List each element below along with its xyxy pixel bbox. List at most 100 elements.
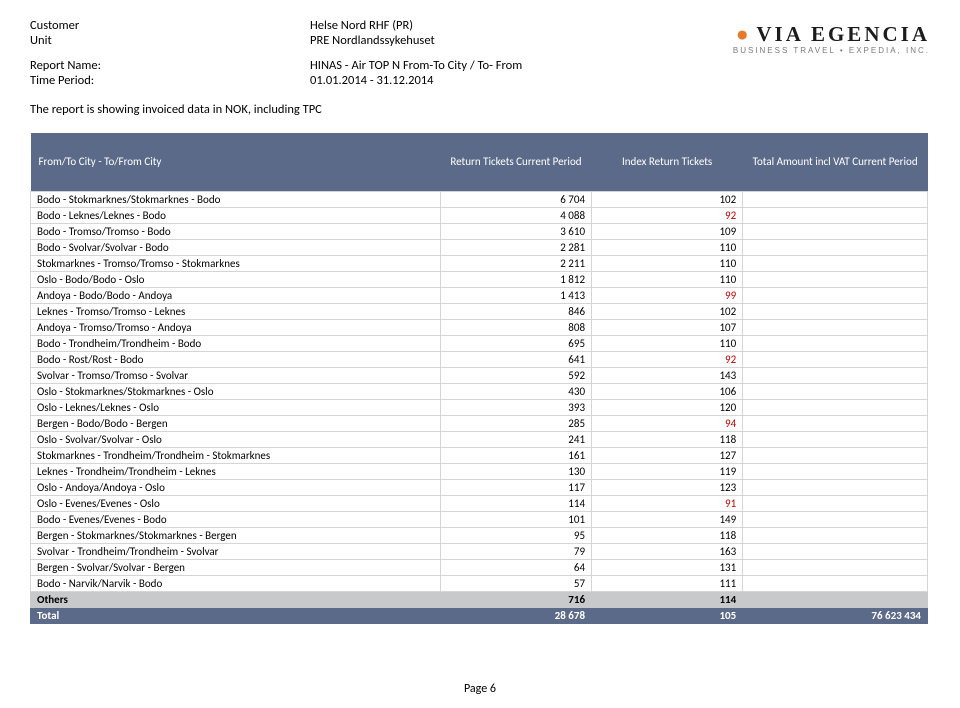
cell-amount (743, 351, 928, 367)
cell-amount (743, 431, 928, 447)
cell-return-tickets: 3 610 (440, 223, 591, 239)
cell-amount (743, 495, 928, 511)
cell-return-tickets: 285 (440, 415, 591, 431)
others-amt (743, 591, 928, 607)
logo-brand-text: VIA EGENCIA (756, 22, 930, 46)
total-label: Total (31, 607, 441, 623)
table-row: Bodo - Tromso/Tromso - Bodo3 610109 (31, 223, 928, 239)
table-row: Bergen - Bodo/Bodo - Bergen28594 (31, 415, 928, 431)
cell-amount (743, 559, 928, 575)
cell-index: 110 (592, 255, 743, 271)
cell-amount (743, 463, 928, 479)
report-name-label: Report Name: (30, 58, 310, 73)
report-name-value: HINAS - Air TOP N From-To City / To- Fro… (310, 58, 630, 73)
cell-amount (743, 223, 928, 239)
cell-route: Bergen - Svolvar/Svolvar - Bergen (31, 559, 441, 575)
cell-return-tickets: 161 (440, 447, 591, 463)
data-table: From/To City - To/From City Return Ticke… (30, 133, 928, 624)
cell-index: 111 (592, 575, 743, 591)
cell-route: Svolvar - Trondheim/Trondheim - Svolvar (31, 543, 441, 559)
table-row: Bodo - Narvik/Narvik - Bodo57111 (31, 575, 928, 591)
cell-return-tickets: 846 (440, 303, 591, 319)
cell-route: Bodo - Narvik/Narvik - Bodo (31, 575, 441, 591)
table-row: Leknes - Tromso/Tromso - Leknes846102 (31, 303, 928, 319)
table-row: Stokmarknes - Trondheim/Trondheim - Stok… (31, 447, 928, 463)
cell-amount (743, 543, 928, 559)
cell-index: 127 (592, 447, 743, 463)
table-row: Bergen - Svolvar/Svolvar - Bergen64131 (31, 559, 928, 575)
cell-index: 123 (592, 479, 743, 495)
table-row: Oslo - Andoya/Andoya - Oslo117123 (31, 479, 928, 495)
cell-index: 94 (592, 415, 743, 431)
cell-route: Oslo - Stokmarknes/Stokmarknes - Oslo (31, 383, 441, 399)
cell-amount (743, 527, 928, 543)
cell-return-tickets: 808 (440, 319, 591, 335)
cell-amount (743, 383, 928, 399)
customer-value: Helse Nord RHF (PR) (310, 18, 630, 33)
cell-return-tickets: 695 (440, 335, 591, 351)
cell-return-tickets: 1 812 (440, 271, 591, 287)
cell-return-tickets: 95 (440, 527, 591, 543)
cell-route: Bodo - Stokmarknes/Stokmarknes - Bodo (31, 191, 441, 207)
cell-index: 118 (592, 527, 743, 543)
cell-route: Leknes - Trondheim/Trondheim - Leknes (31, 463, 441, 479)
cell-amount (743, 575, 928, 591)
cell-amount (743, 415, 928, 431)
cell-route: Bodo - Trondheim/Trondheim - Bodo (31, 335, 441, 351)
cell-route: Bodo - Rost/Rost - Bodo (31, 351, 441, 367)
total-amt: 76 623 434 (743, 607, 928, 623)
table-header: From/To City - To/From City Return Ticke… (31, 133, 928, 191)
cell-amount (743, 303, 928, 319)
cell-route: Bodo - Evenes/Evenes - Bodo (31, 511, 441, 527)
cell-amount (743, 255, 928, 271)
cell-return-tickets: 64 (440, 559, 591, 575)
time-period-value: 01.01.2014 - 31.12.2014 (310, 73, 630, 88)
table-row: Bodo - Svolvar/Svolvar - Bodo2 281110 (31, 239, 928, 255)
cell-amount (743, 191, 928, 207)
cell-return-tickets: 57 (440, 575, 591, 591)
cell-amount (743, 479, 928, 495)
cell-route: Oslo - Bodo/Bodo - Oslo (31, 271, 441, 287)
cell-return-tickets: 117 (440, 479, 591, 495)
cell-return-tickets: 393 (440, 399, 591, 415)
cell-return-tickets: 592 (440, 367, 591, 383)
table-row: Svolvar - Trondheim/Trondheim - Svolvar7… (31, 543, 928, 559)
cell-return-tickets: 1 413 (440, 287, 591, 303)
table-row: Stokmarknes - Tromso/Tromso - Stokmarkne… (31, 255, 928, 271)
table-row: Bodo - Trondheim/Trondheim - Bodo695110 (31, 335, 928, 351)
table-row: Bergen - Stokmarknes/Stokmarknes - Berge… (31, 527, 928, 543)
others-label: Others (31, 591, 441, 607)
cell-return-tickets: 114 (440, 495, 591, 511)
time-period-label: Time Period: (30, 73, 310, 88)
table-row: Oslo - Evenes/Evenes - Oslo11491 (31, 495, 928, 511)
cell-amount (743, 335, 928, 351)
page-number: Page 6 (0, 682, 960, 696)
cell-index: 163 (592, 543, 743, 559)
table-row: Bodo - Stokmarknes/Stokmarknes - Bodo6 7… (31, 191, 928, 207)
cell-return-tickets: 2 211 (440, 255, 591, 271)
cell-return-tickets: 130 (440, 463, 591, 479)
cell-amount (743, 207, 928, 223)
cell-index: 109 (592, 223, 743, 239)
cell-route: Bodo - Svolvar/Svolvar - Bodo (31, 239, 441, 255)
total-idx: 105 (592, 607, 743, 623)
cell-return-tickets: 2 281 (440, 239, 591, 255)
cell-index: 91 (592, 495, 743, 511)
cell-index: 118 (592, 431, 743, 447)
cell-index: 131 (592, 559, 743, 575)
table-row: Oslo - Svolvar/Svolvar - Oslo241118 (31, 431, 928, 447)
cell-index: 102 (592, 303, 743, 319)
cell-return-tickets: 6 704 (440, 191, 591, 207)
cell-return-tickets: 641 (440, 351, 591, 367)
cell-route: Oslo - Leknes/Leknes - Oslo (31, 399, 441, 415)
cell-amount (743, 447, 928, 463)
cell-amount (743, 319, 928, 335)
table-row: Bodo - Leknes/Leknes - Bodo4 08892 (31, 207, 928, 223)
cell-index: 120 (592, 399, 743, 415)
cell-amount (743, 511, 928, 527)
total-row: Total28 67810576 623 434 (31, 607, 928, 623)
cell-route: Andoya - Tromso/Tromso - Andoya (31, 319, 441, 335)
cell-route: Stokmarknes - Tromso/Tromso - Stokmarkne… (31, 255, 441, 271)
cell-route: Oslo - Evenes/Evenes - Oslo (31, 495, 441, 511)
report-header: Customer Helse Nord RHF (PR) Unit PRE No… (30, 18, 930, 88)
